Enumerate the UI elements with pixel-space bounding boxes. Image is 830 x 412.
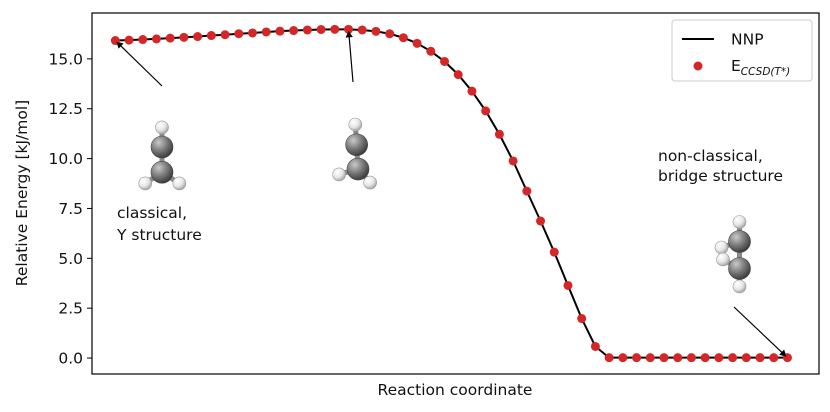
data-point: [371, 26, 381, 36]
data-point: [536, 216, 546, 226]
molecule-images: [138, 117, 751, 294]
legend-ccsd-label: ECCSD(T*): [731, 57, 790, 78]
data-point: [618, 353, 628, 363]
hydrogen-atom: [363, 175, 377, 190]
legend-ccsd-label-sub: CCSD(T*): [741, 66, 790, 78]
carbon-atom: [346, 157, 370, 181]
y-tick-label: 10.0: [48, 150, 83, 168]
series-layer: [110, 24, 792, 363]
y-tick-label: 15.0: [48, 50, 83, 68]
data-point: [494, 129, 504, 139]
data-point: [275, 26, 285, 36]
y-tick-label: 2.5: [58, 300, 83, 318]
annotation-nonclassical-line-1: non-classical,: [658, 147, 763, 165]
data-point: [124, 35, 134, 45]
data-point: [645, 353, 655, 363]
data-point: [522, 186, 532, 196]
data-point: [193, 32, 203, 42]
data-point: [577, 314, 587, 324]
hydrogen-atom: [332, 167, 346, 182]
plot-frame: [91, 12, 820, 375]
annotation-arrow-classical: [116, 41, 163, 87]
data-point: [261, 27, 271, 37]
data-point: [179, 32, 189, 42]
y-tick-label: 0.0: [58, 350, 83, 368]
data-point: [206, 31, 216, 41]
data-point: [344, 24, 354, 34]
hydrogen-atom: [155, 120, 169, 135]
data-point: [165, 33, 175, 43]
data-point: [220, 30, 230, 40]
legend-nnp-label: NNP: [731, 31, 764, 49]
legend-ccsd-marker-icon: [693, 61, 703, 71]
data-point: [700, 353, 710, 363]
data-point: [398, 33, 408, 43]
data-point: [769, 353, 779, 363]
y-axis: 0.0 2.5 5.0 7.5 10.0 12.5 15.0: [48, 50, 92, 368]
data-point: [590, 341, 600, 351]
y-tick-label: 12.5: [48, 100, 83, 118]
carbon-atom: [345, 133, 368, 157]
y-axis-label: Relative Energy [kJ/mol]: [13, 100, 31, 286]
data-point: [426, 46, 436, 56]
annotation-classical-line-2: Y structure: [116, 226, 202, 244]
annotation-arrow-nonclassical: [733, 306, 787, 357]
hydrogen-atom: [714, 240, 729, 255]
data-point: [467, 86, 477, 96]
hydrogen-atom: [348, 117, 363, 132]
data-point: [508, 156, 518, 166]
data-point: [440, 56, 450, 66]
data-point: [316, 25, 326, 35]
x-axis-label: Reaction coordinate: [378, 381, 533, 399]
carbon-atom: [150, 160, 174, 184]
data-point: [247, 28, 257, 38]
data-point: [728, 353, 738, 363]
data-point: [755, 353, 765, 363]
molecule-y-structure: [138, 120, 187, 191]
legend-ccsd-label-main: E: [731, 57, 741, 75]
data-point: [357, 25, 367, 35]
legend-box: [671, 19, 813, 82]
data-point: [302, 25, 312, 35]
series-ccsd-points: [110, 24, 792, 363]
data-point: [659, 353, 669, 363]
data-point: [151, 34, 161, 44]
data-point: [385, 29, 395, 39]
y-tick-label: 7.5: [58, 200, 83, 218]
legend: NNP ECCSD(T*): [671, 19, 813, 82]
data-point: [412, 38, 422, 48]
data-point: [686, 353, 696, 363]
data-point: [632, 353, 642, 363]
data-point: [714, 353, 724, 363]
hydrogen-atom: [732, 279, 747, 294]
data-point: [673, 353, 683, 363]
carbon-atom: [728, 230, 751, 253]
hydrogen-atom: [716, 252, 730, 267]
data-point: [289, 26, 299, 36]
annotation-layer: classical, Y structure non-classical, br…: [116, 30, 787, 357]
data-point: [234, 29, 244, 39]
annotation-arrow-mid: [345, 30, 354, 83]
data-point: [138, 35, 148, 45]
hydrogen-atom: [172, 176, 187, 191]
annotation-nonclassical-line-2: bridge structure: [658, 167, 783, 185]
molecule-twisted-structure: [332, 117, 377, 190]
data-point: [741, 353, 751, 363]
y-tick-label: 5.0: [58, 250, 83, 268]
hydrogen-atom: [732, 215, 747, 229]
data-point: [453, 70, 463, 80]
data-point: [481, 106, 491, 116]
data-point: [604, 353, 614, 363]
data-point: [549, 247, 559, 257]
data-point: [563, 280, 573, 290]
carbon-atom: [728, 257, 751, 280]
carbon-atom: [150, 135, 174, 159]
data-point: [330, 24, 340, 34]
hydrogen-atom: [138, 176, 152, 191]
annotation-classical-line-1: classical,: [117, 204, 187, 222]
molecule-bridge-structure: [714, 215, 751, 294]
